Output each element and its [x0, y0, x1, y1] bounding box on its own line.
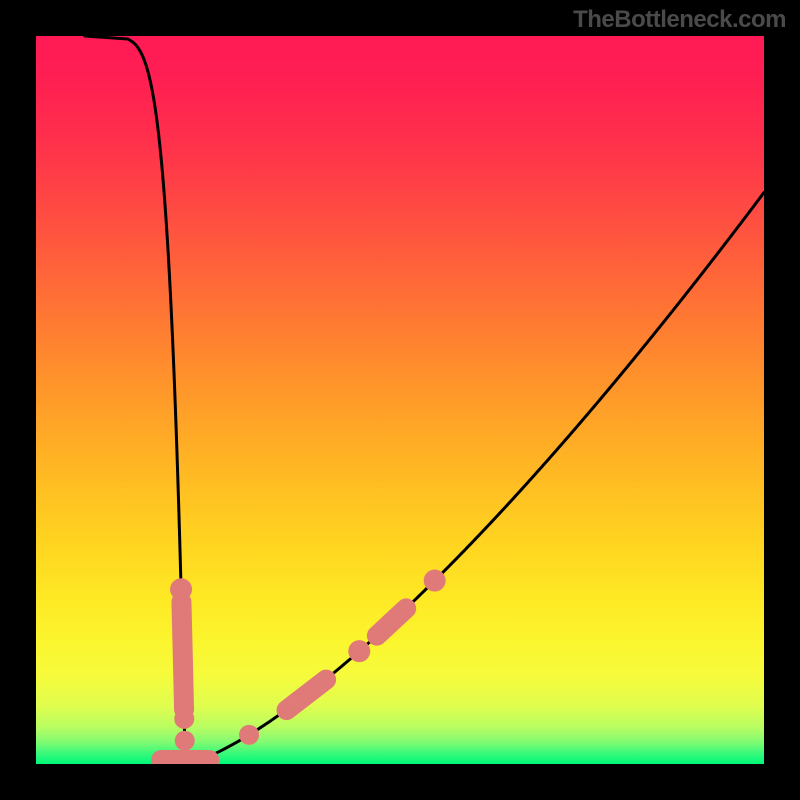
watermark-text: TheBottleneck.com	[573, 6, 786, 34]
data-marker	[239, 725, 259, 745]
chart-container: TheBottleneck.com	[0, 0, 800, 800]
data-marker	[175, 731, 195, 751]
data-marker	[181, 602, 183, 664]
plot-area	[36, 36, 764, 764]
data-marker	[424, 570, 446, 592]
data-marker	[348, 640, 370, 662]
bottleneck-chart	[0, 0, 800, 800]
data-marker	[183, 666, 184, 710]
data-marker	[174, 709, 194, 729]
